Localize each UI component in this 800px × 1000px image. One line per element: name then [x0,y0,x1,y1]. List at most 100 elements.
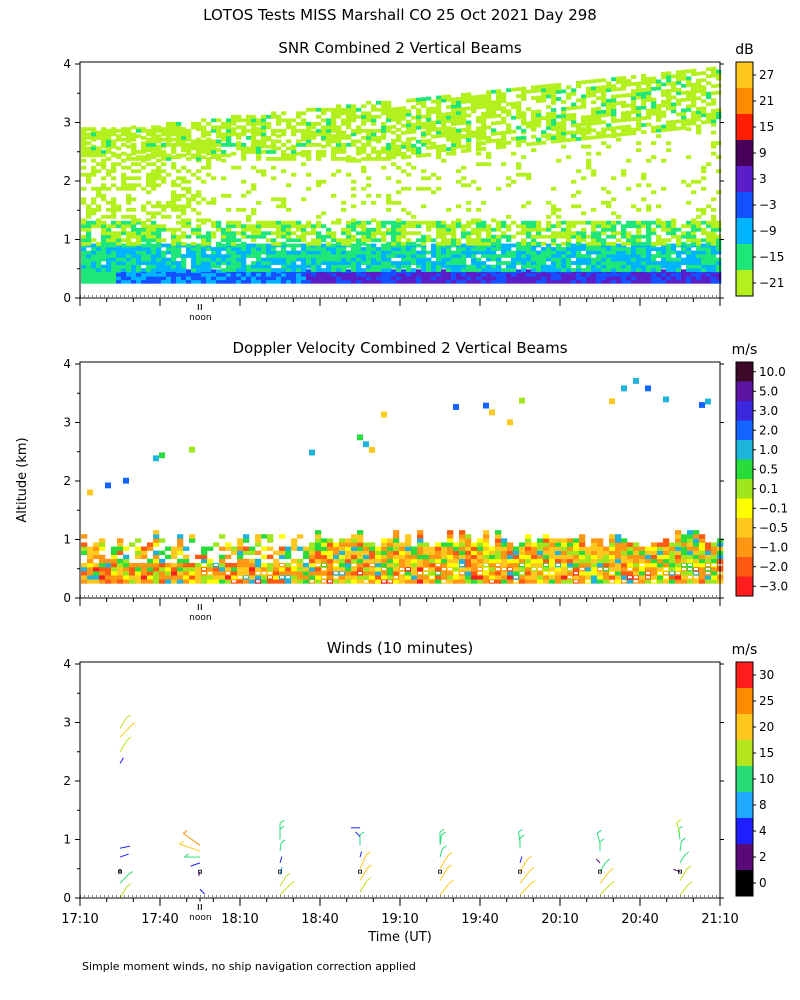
snr-cell [481,132,487,137]
snr-cell [191,142,197,147]
snr-cell [711,98,717,103]
snr-cell [221,247,227,251]
snr-cell [501,243,507,248]
snr-cell [416,111,422,116]
snr-cell [671,257,677,262]
snr-cell [166,157,172,161]
snr-cell [411,126,417,131]
snr-cell [701,78,707,83]
doppler-cell [189,538,196,543]
snr-cell [201,268,207,272]
snr-cell [671,102,677,107]
snr-cell [601,92,607,97]
snr-cell [406,112,412,117]
snr-cell [386,107,392,112]
snr-cell [481,122,487,127]
snr-cell [706,91,712,96]
snr-cell [341,135,347,140]
snr-cell [621,169,627,174]
snr-cell [476,268,482,272]
snr-cell [296,243,302,248]
snr-cell [656,220,662,225]
doppler-cell [399,575,406,580]
snr-cell [391,238,397,243]
doppler-cell [441,571,448,576]
snr-cell [711,224,717,229]
doppler-cell [549,538,556,543]
snr-cell [256,142,262,147]
snr-cell [591,250,597,255]
doppler-cell [363,550,370,556]
snr-cell [236,279,242,284]
snr-cell [81,250,87,255]
snr-cell [706,247,712,251]
snr-cell [446,136,452,141]
snr-cell [341,257,347,262]
doppler-cell [417,530,424,535]
snr-cell [86,241,92,246]
doppler-gap [544,563,548,566]
snr-cell [351,243,357,248]
snr-cell [521,227,527,232]
doppler-cell [135,554,142,560]
snr-cell [226,247,232,251]
snr-cell [161,176,167,181]
doppler-cell [381,554,388,560]
snr-cell [481,136,487,141]
doppler-cell [573,550,580,556]
doppler-cell [567,550,574,556]
doppler-cell [345,571,352,576]
snr-cell [466,130,472,135]
snr-cell [586,121,592,126]
snr-cell [191,276,197,281]
snr-cell [531,134,537,139]
snr-cell [176,227,182,232]
snr-cell [446,272,452,277]
doppler-cell [123,554,130,560]
doppler-cell [165,562,172,568]
doppler-cell [141,575,148,580]
doppler-cell [357,566,364,572]
snr-cell [151,276,157,281]
doppler-cell [429,554,436,560]
doppler-cell [195,562,202,568]
snr-cell [276,261,282,265]
snr-cell [621,76,627,80]
snr-cell [256,121,262,126]
snr-cell [501,231,507,236]
snr-cell [156,149,162,154]
snr-cell [411,241,417,246]
snr-cell [166,268,172,272]
doppler-cell [81,566,88,572]
snr-cell [201,261,207,265]
snr-cell [301,279,307,284]
snr-cell [331,257,337,262]
snr-cell [701,247,707,251]
snr-cell [666,247,672,251]
snr-cell [556,125,562,129]
snr-cell [586,128,592,133]
snr-cell [451,150,457,155]
snr-cell [96,169,102,174]
snr-cell [606,112,612,117]
snr-cell [496,238,502,243]
snr-cell [211,118,217,123]
snr-cell [626,114,632,119]
snr-cell [226,254,232,258]
snr-cell [191,125,197,130]
snr-cell [631,117,637,122]
snr-cell [196,121,202,126]
snr-cell [491,110,497,115]
doppler-cell [597,538,604,543]
snr-cell [711,247,717,251]
doppler-cell [201,546,208,551]
snr-cell [656,134,662,139]
snr-cell [686,76,692,81]
snr-cell [86,146,92,151]
snr-cell [431,141,437,146]
snr-cell [316,268,322,272]
snr-cell [266,149,272,154]
snr-cell [291,268,297,272]
snr-cell [236,254,242,258]
snr-cell [91,149,97,154]
